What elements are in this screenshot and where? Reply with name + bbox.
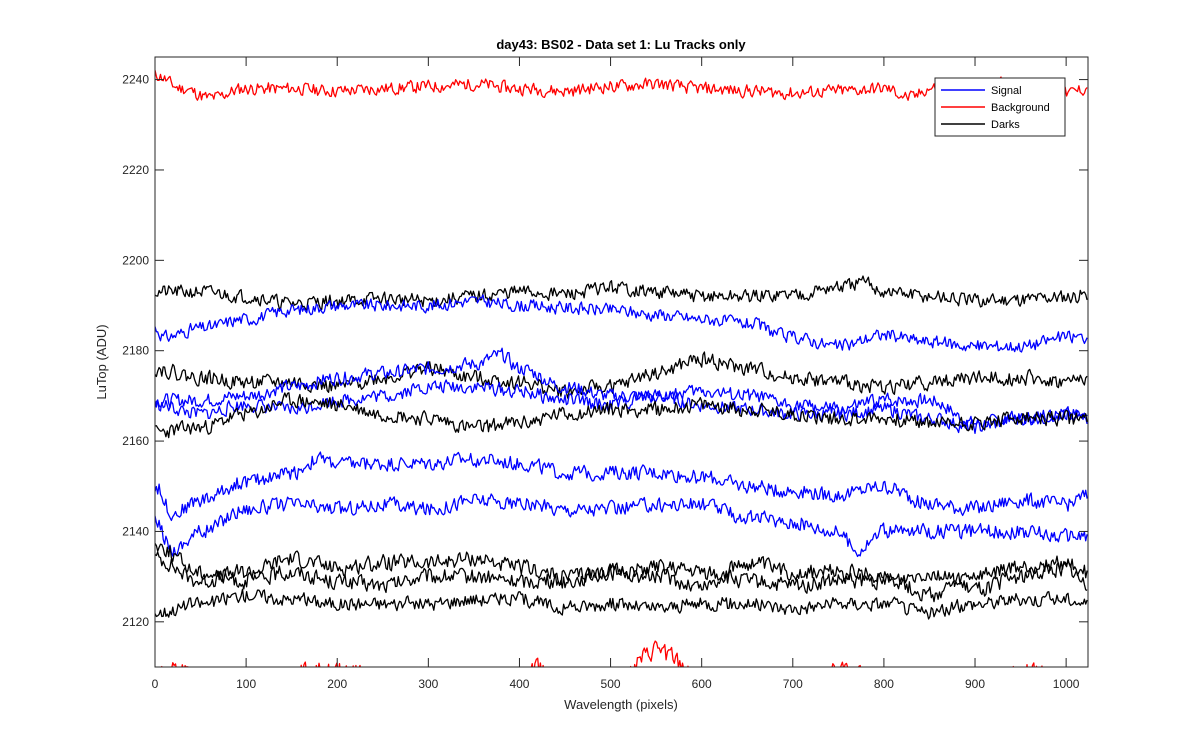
y-tick-label: 2220 xyxy=(122,163,149,177)
chart-title: day43: BS02 - Data set 1: Lu Tracks only xyxy=(496,37,746,52)
x-tick-label: 400 xyxy=(509,677,529,691)
series-line-signal-1 xyxy=(155,294,1088,353)
series-line-signal-3 xyxy=(155,379,1088,429)
x-tick-label: 900 xyxy=(965,677,985,691)
series-line-signal-4 xyxy=(155,451,1088,522)
series-line-darks-1 xyxy=(155,275,1088,311)
x-tick-label: 600 xyxy=(692,677,712,691)
x-ticks: 0 100 200 300 400 500 600 700 800 900 1000 xyxy=(152,57,1080,691)
series-line-background xyxy=(155,70,1088,101)
series-line-darks-2 xyxy=(155,351,1088,399)
x-axis-label: Wavelength (pixels) xyxy=(564,697,678,712)
legend-label-background: Background xyxy=(991,102,1050,114)
x-tick-label: 0 xyxy=(152,677,159,691)
x-tick-label: 300 xyxy=(418,677,438,691)
x-tick-label: 100 xyxy=(236,677,256,691)
y-tick-label: 2200 xyxy=(122,253,149,267)
series-line-darks-3 xyxy=(155,392,1088,439)
y-tick-label: 2240 xyxy=(122,73,149,87)
x-tick-label: 200 xyxy=(327,677,347,691)
legend: Signal Background Darks xyxy=(934,77,1066,137)
legend-label-signal: Signal xyxy=(991,85,1022,97)
series-layer xyxy=(155,70,1088,667)
legend-label-darks: Darks xyxy=(991,119,1020,131)
series-line-signal-5 xyxy=(155,493,1088,558)
y-tick-label: 2140 xyxy=(122,524,149,538)
x-tick-label: 800 xyxy=(874,677,894,691)
y-tick-label: 2160 xyxy=(122,434,149,448)
x-tick-label: 1000 xyxy=(1053,677,1080,691)
y-tick-label: 2180 xyxy=(122,344,149,358)
y-ticks: 2120 2140 2160 2180 2200 2220 2240 xyxy=(122,73,1088,629)
y-axis-label: LuTop (ADU) xyxy=(94,324,109,399)
axes-box xyxy=(154,56,1089,668)
x-tick-label: 700 xyxy=(783,677,803,691)
series-line-darks-5 xyxy=(155,543,1088,597)
series-line-darks-6 xyxy=(155,588,1088,620)
x-tick-label: 500 xyxy=(601,677,621,691)
plot-area xyxy=(155,57,1088,667)
y-tick-label: 2120 xyxy=(122,615,149,629)
